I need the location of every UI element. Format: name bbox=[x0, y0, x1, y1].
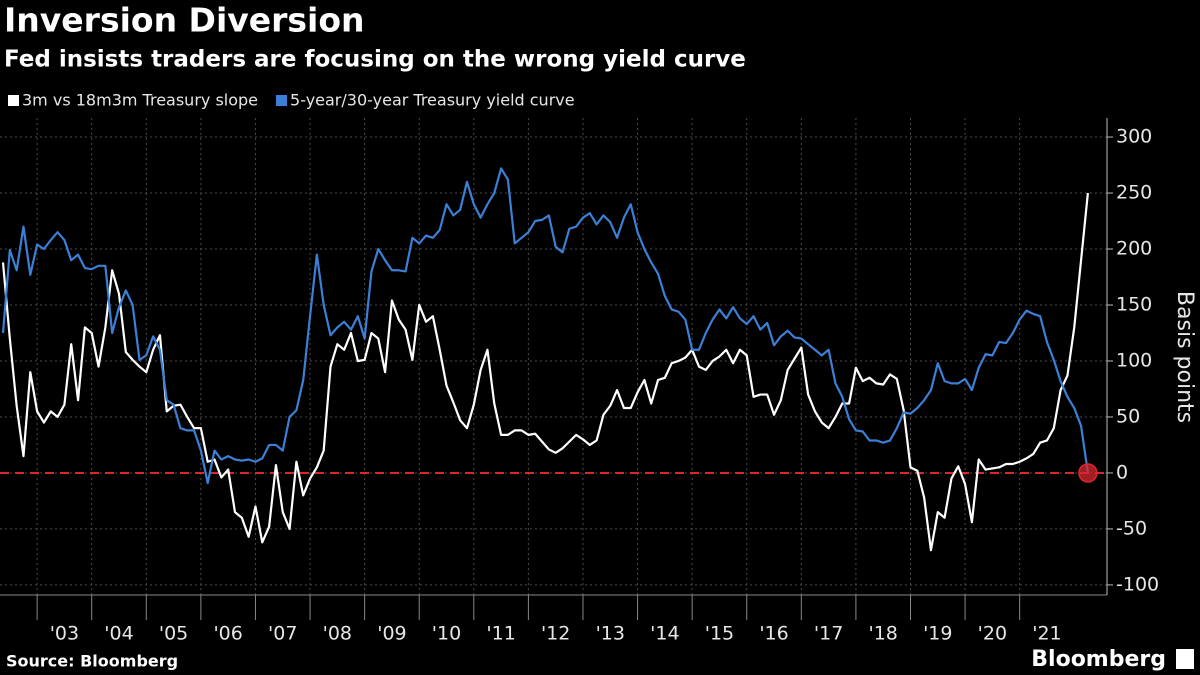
y-tick-label: 200 bbox=[1116, 238, 1152, 260]
chart-title: Inversion Diversion bbox=[4, 1, 365, 40]
chart-subtitle: Fed insists traders are focusing on the … bbox=[4, 47, 746, 73]
y-tick-label: 150 bbox=[1116, 293, 1152, 315]
legend-swatch bbox=[276, 95, 288, 106]
x-tick-label: '06 bbox=[213, 623, 242, 645]
x-tick-label: '14 bbox=[650, 623, 679, 645]
x-tick-label: '17 bbox=[814, 623, 843, 645]
x-tick-label: '03 bbox=[50, 623, 79, 645]
y-tick-label: -100 bbox=[1116, 573, 1159, 595]
x-tick-label: '21 bbox=[1032, 623, 1061, 645]
brand-logo: Bloomberg bbox=[1031, 647, 1166, 672]
x-tick-label: '10 bbox=[432, 623, 461, 645]
series-line bbox=[1, 192, 1089, 552]
legend-label: 5-year/30-year Treasury yield curve bbox=[290, 91, 575, 110]
y-tick-label: 100 bbox=[1116, 349, 1152, 371]
x-tick-label: '13 bbox=[596, 623, 625, 645]
x-tick-label: '12 bbox=[541, 623, 570, 645]
y-tick-label: 0 bbox=[1116, 461, 1128, 483]
x-tick-label: '20 bbox=[978, 623, 1007, 645]
x-tick-label: '05 bbox=[159, 623, 188, 645]
x-tick-label: '11 bbox=[486, 623, 515, 645]
x-tick-label: '16 bbox=[759, 623, 788, 645]
y-tick-label: 50 bbox=[1116, 405, 1140, 427]
y-tick-label: -50 bbox=[1116, 517, 1147, 539]
brand-icon bbox=[1176, 649, 1194, 669]
x-tick-label: '08 bbox=[323, 623, 352, 645]
x-tick-label: '19 bbox=[923, 623, 952, 645]
end-marker bbox=[1078, 463, 1098, 483]
x-tick-label: '07 bbox=[268, 623, 297, 645]
series-line bbox=[1, 167, 1089, 485]
source: Source: Bloomberg bbox=[6, 652, 178, 671]
legend-label: 3m vs 18m3m Treasury slope bbox=[22, 91, 258, 110]
x-tick-label: '15 bbox=[705, 623, 734, 645]
x-tick-label: '04 bbox=[104, 623, 133, 645]
y-tick-label: 250 bbox=[1116, 182, 1152, 204]
x-tick-label: '09 bbox=[377, 623, 406, 645]
legend-swatch bbox=[8, 95, 19, 106]
x-tick-label: '18 bbox=[868, 623, 897, 645]
y-axis-label: Basis points bbox=[1172, 291, 1197, 423]
y-tick-label: 300 bbox=[1116, 126, 1152, 148]
